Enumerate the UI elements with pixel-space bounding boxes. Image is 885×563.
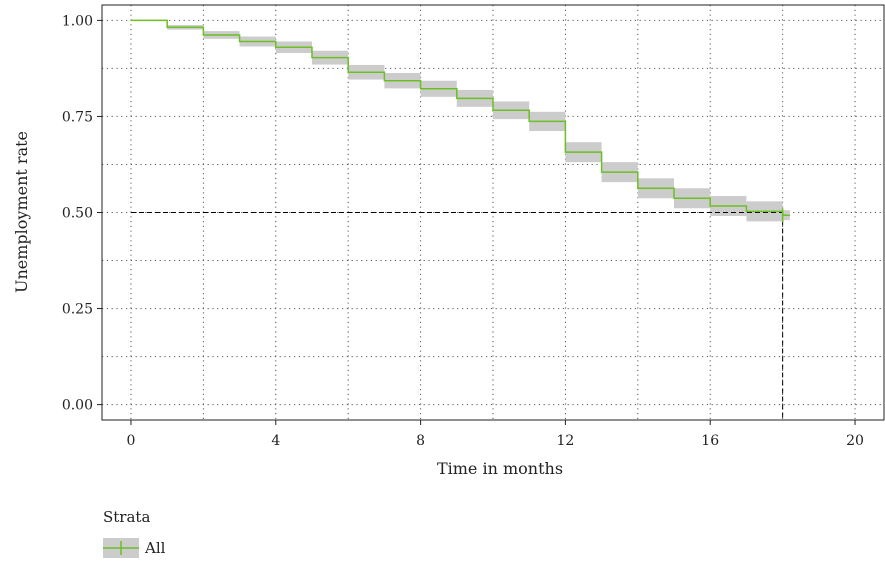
legend: Strata All — [103, 508, 166, 558]
axis-ticks: 0 4 8 12 16 20 0.00 0.25 0.50 0.75 1.00 — [62, 13, 864, 449]
survival-curve — [130, 19, 790, 223]
x-tick-label: 4 — [271, 433, 280, 449]
x-tick-label: 20 — [846, 433, 864, 449]
y-tick-label: 0.00 — [62, 398, 93, 414]
y-tick-label: 0.25 — [62, 302, 93, 318]
x-tick-label: 8 — [416, 433, 425, 449]
x-tick-label: 0 — [127, 433, 136, 449]
x-tick-label: 12 — [556, 433, 574, 449]
y-tick-label: 1.00 — [62, 13, 93, 29]
y-tick-label: 0.75 — [62, 109, 93, 125]
x-tick-label: 16 — [701, 433, 719, 449]
y-tick-label: 0.50 — [62, 206, 93, 222]
median-reference-lines — [130, 212, 784, 420]
x-axis-title: Time in months — [437, 459, 563, 478]
confidence-band — [167, 24, 790, 222]
legend-label-all: All — [144, 539, 166, 557]
legend-title: Strata — [103, 508, 150, 526]
y-axis-title: Unemployment rate — [12, 131, 31, 293]
series-all-line — [130, 19, 790, 216]
